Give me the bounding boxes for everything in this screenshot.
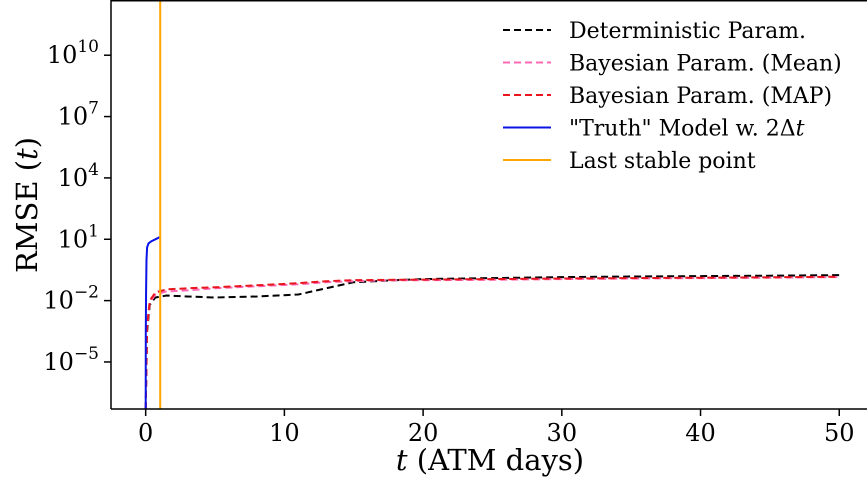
y-axis-title: RMSE (t): [10, 137, 44, 273]
x-tick-label: 40: [685, 419, 716, 447]
x-tick-label: 30: [547, 419, 578, 447]
legend-label-3: "Truth" Model w. 2Δt: [569, 117, 805, 142]
y-tick-label: 1010: [47, 37, 99, 69]
series-line-0: [144, 274, 840, 409]
legend-label-2: Bayesian Param. (MAP): [569, 84, 832, 109]
y-tick-label: 107: [58, 99, 99, 131]
legend: Deterministic Param. Bayesian Param. (Mea…: [503, 19, 842, 174]
legend-label-1: Bayesian Param. (Mean): [569, 52, 842, 77]
series-line-3: [144, 236, 161, 409]
series-line-1: [144, 276, 840, 409]
series-layer: [144, 0, 840, 409]
y-tick-label: 10−5: [43, 344, 99, 376]
x-tick-label: 20: [408, 419, 439, 447]
y-tick-label: 104: [58, 160, 99, 192]
x-tick-label: 10: [269, 419, 300, 447]
y-tick-label: 10−2: [43, 283, 99, 315]
y-ticks: 10−5 10−2 101 104 107 1010: [43, 37, 111, 376]
x-tick-label: 50: [824, 419, 855, 447]
x-tick-label: 0: [138, 419, 153, 447]
legend-label-0: Deterministic Param.: [569, 19, 806, 44]
y-tick-label: 101: [58, 221, 99, 253]
x-axis-title: t (ATM days): [396, 443, 584, 477]
x-ticks: 0 10 20 30 40 50: [138, 409, 855, 447]
series-line-2: [144, 275, 840, 409]
legend-label-4: Last stable point: [569, 149, 756, 174]
axes-frame: [110, 0, 867, 410]
